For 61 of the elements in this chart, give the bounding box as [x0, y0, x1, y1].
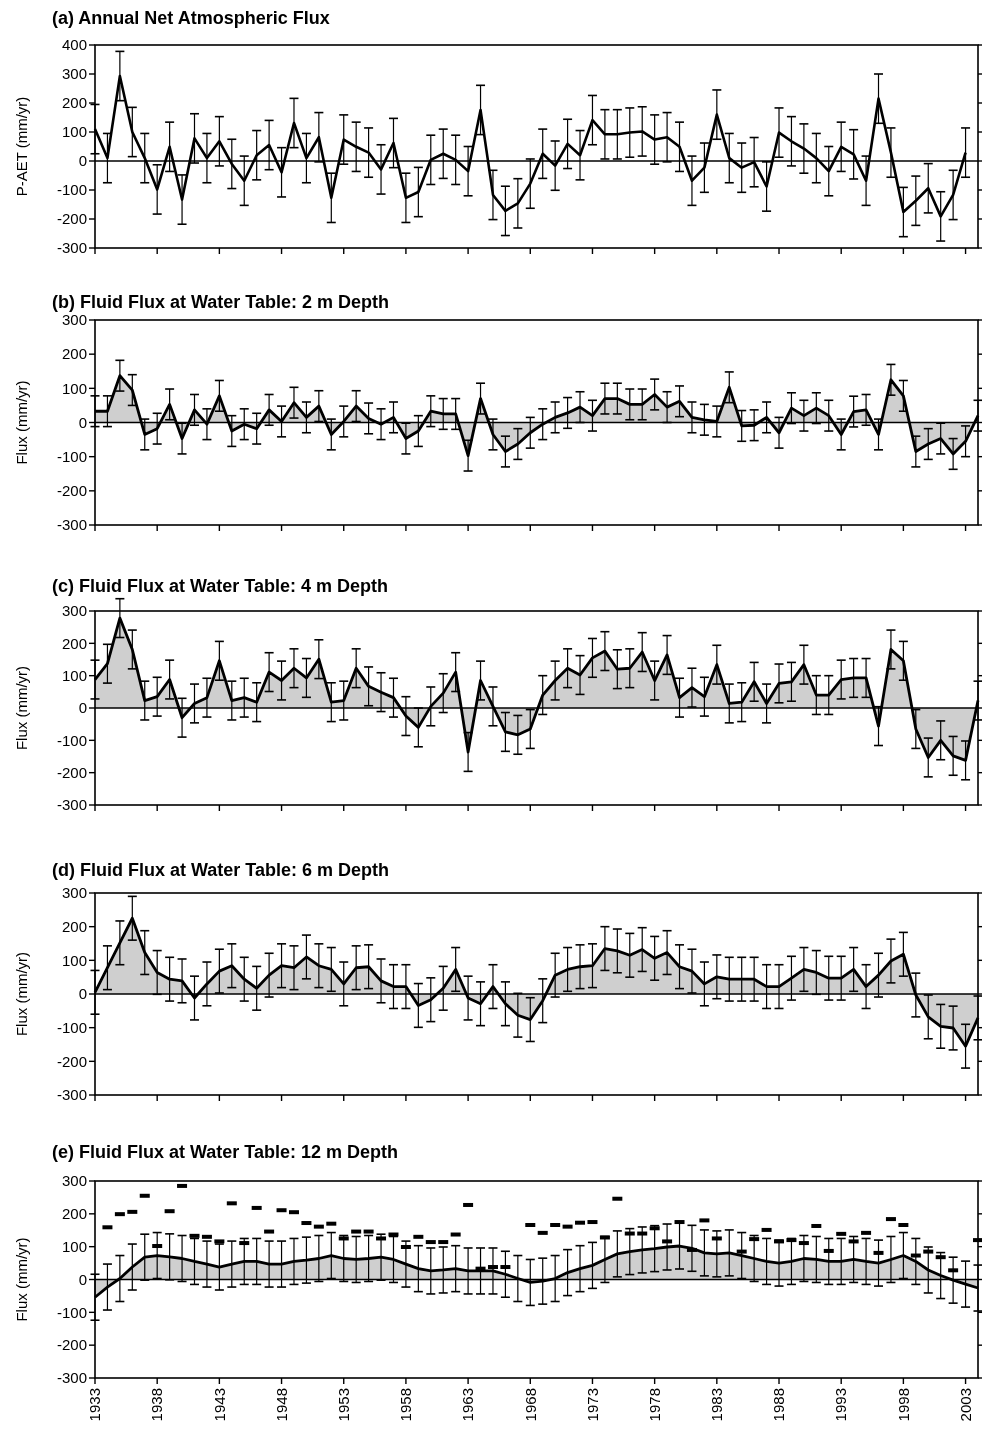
y-tick-label: -300	[56, 796, 87, 814]
y-tick-label: 400	[61, 36, 87, 54]
y-tick-label: 100	[61, 379, 87, 397]
y-axis-title: Flux (mm/yr)	[13, 951, 31, 1037]
y-tick-label: 0	[78, 1270, 87, 1288]
y-tick-label: -300	[56, 1086, 87, 1104]
x-tick-label: 1973	[583, 1388, 601, 1422]
y-tick-label: -200	[56, 482, 87, 500]
y-tick-label: 200	[61, 917, 87, 935]
y-tick-label: 0	[78, 699, 87, 717]
chart-title: (a) Annual Net Atmospheric Flux	[52, 8, 330, 29]
x-tick-label: 1953	[334, 1388, 352, 1422]
y-tick-label: -100	[56, 1018, 87, 1036]
y-tick-label: 200	[61, 94, 87, 112]
y-tick-label: 200	[61, 1205, 87, 1223]
x-tick-label: 1988	[770, 1388, 788, 1422]
y-tick-label: -100	[56, 447, 87, 465]
y-tick-label: -300	[56, 239, 87, 257]
chart-title: (b) Fluid Flux at Water Table: 2 m Depth	[52, 292, 390, 313]
x-tick-label: 1998	[894, 1388, 912, 1422]
y-tick-label: -200	[56, 1052, 87, 1070]
y-axis-title: P-AET (mm/yr)	[13, 96, 31, 197]
y-tick-label: -200	[56, 1336, 87, 1354]
y-tick-label: -200	[56, 210, 87, 228]
y-tick-label: 0	[78, 413, 87, 431]
y-tick-label: -300	[56, 516, 87, 534]
y-tick-label: -100	[56, 731, 87, 749]
x-tick-label: 1958	[397, 1388, 415, 1422]
x-tick-label: 1943	[210, 1388, 228, 1422]
x-tick-label: 1983	[708, 1388, 726, 1422]
y-tick-label: -100	[56, 1303, 87, 1321]
y-tick-label: -300	[56, 1369, 87, 1387]
x-tick-label: 1978	[645, 1388, 663, 1422]
y-axis-title: Flux (mm/yr)	[13, 1237, 31, 1322]
y-tick-label: 300	[61, 311, 87, 329]
x-tick-label: 1993	[832, 1388, 850, 1422]
y-axis-title: Flux (mm/yr)	[13, 665, 31, 751]
x-tick-label: 1948	[272, 1388, 290, 1422]
y-tick-label: 100	[61, 666, 87, 684]
y-tick-label: -100	[56, 181, 87, 199]
y-tick-label: 0	[78, 152, 87, 170]
x-tick-label: 2003	[956, 1388, 974, 1422]
chart-title: (e) Fluid Flux at Water Table: 12 m Depth	[52, 1142, 399, 1163]
y-tick-label: 200	[61, 634, 87, 652]
y-tick-label: 100	[61, 951, 87, 969]
y-tick-label: 300	[61, 65, 87, 83]
y-tick-label: -200	[56, 763, 87, 781]
y-tick-label: 300	[61, 1172, 87, 1190]
chart-title: (c) Fluid Flux at Water Table: 4 m Depth	[52, 576, 389, 597]
y-tick-label: 300	[61, 884, 87, 902]
y-tick-label: 300	[61, 602, 87, 620]
y-tick-label: 100	[61, 1237, 87, 1255]
y-tick-label: 200	[61, 345, 87, 363]
x-tick-label: 1963	[459, 1388, 477, 1422]
y-tick-label: 100	[61, 123, 87, 141]
y-axis-title: Flux (mm/yr)	[13, 380, 31, 465]
x-tick-label: 1968	[521, 1388, 539, 1422]
chart-title: (d) Fluid Flux at Water Table: 6 m Depth	[52, 860, 390, 881]
y-tick-label: 0	[78, 985, 87, 1003]
x-tick-label: 1938	[148, 1388, 166, 1422]
x-tick-label: 1933	[86, 1388, 104, 1422]
